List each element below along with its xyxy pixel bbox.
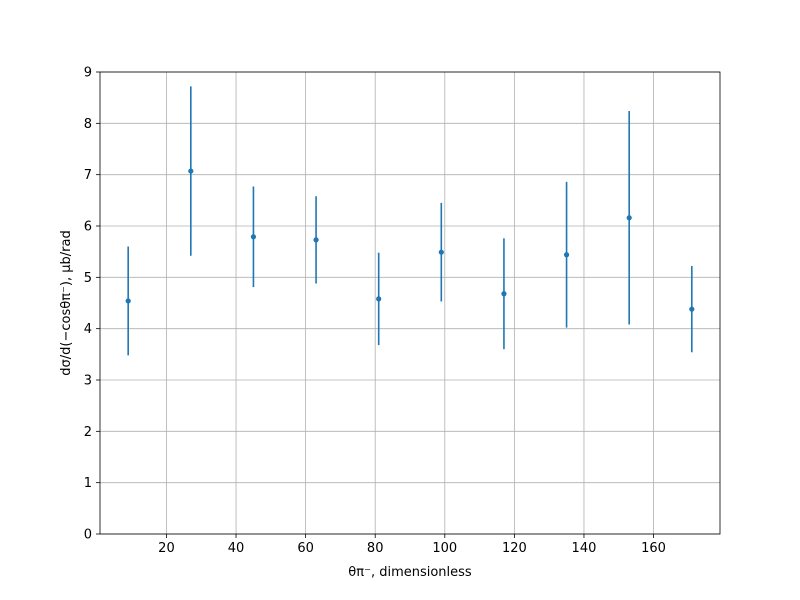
x-tick-label: 40 bbox=[228, 541, 245, 556]
y-tick-label: 1 bbox=[84, 476, 92, 491]
x-tick-label: 140 bbox=[572, 541, 597, 556]
y-axis-label: dσ/d(−cosθπ⁻), μb/rad bbox=[59, 230, 74, 375]
x-tick-label: 100 bbox=[432, 541, 457, 556]
data-point bbox=[501, 291, 507, 297]
x-axis-label: θπ⁻, dimensionless bbox=[348, 565, 472, 580]
data-point bbox=[188, 168, 194, 174]
data-point bbox=[250, 234, 257, 240]
data-point bbox=[438, 249, 444, 255]
y-tick-label: 0 bbox=[84, 528, 92, 543]
data-point bbox=[689, 306, 695, 312]
y-tick-label: 2 bbox=[84, 425, 92, 440]
data-point bbox=[563, 252, 570, 258]
y-tick-label: 6 bbox=[84, 220, 92, 235]
data-point bbox=[376, 296, 382, 302]
y-tick-label: 4 bbox=[84, 322, 92, 337]
x-tick-label: 120 bbox=[502, 541, 527, 556]
plot-area bbox=[100, 72, 720, 534]
y-tick-label: 9 bbox=[84, 66, 92, 81]
axes-frame bbox=[99, 71, 721, 535]
data-point bbox=[313, 237, 319, 243]
x-tick-label: 80 bbox=[367, 541, 384, 556]
data-point bbox=[626, 215, 632, 221]
y-tick-label: 3 bbox=[84, 374, 92, 389]
data-point bbox=[125, 298, 131, 304]
x-tick-label: 20 bbox=[158, 541, 175, 556]
y-tick-label: 5 bbox=[84, 271, 92, 286]
plot-layer bbox=[100, 71, 720, 535]
x-tick-label: 160 bbox=[641, 541, 666, 556]
x-tick-label: 60 bbox=[297, 541, 314, 556]
y-tick-label: 8 bbox=[84, 117, 92, 132]
y-tick-label: 7 bbox=[84, 168, 92, 183]
